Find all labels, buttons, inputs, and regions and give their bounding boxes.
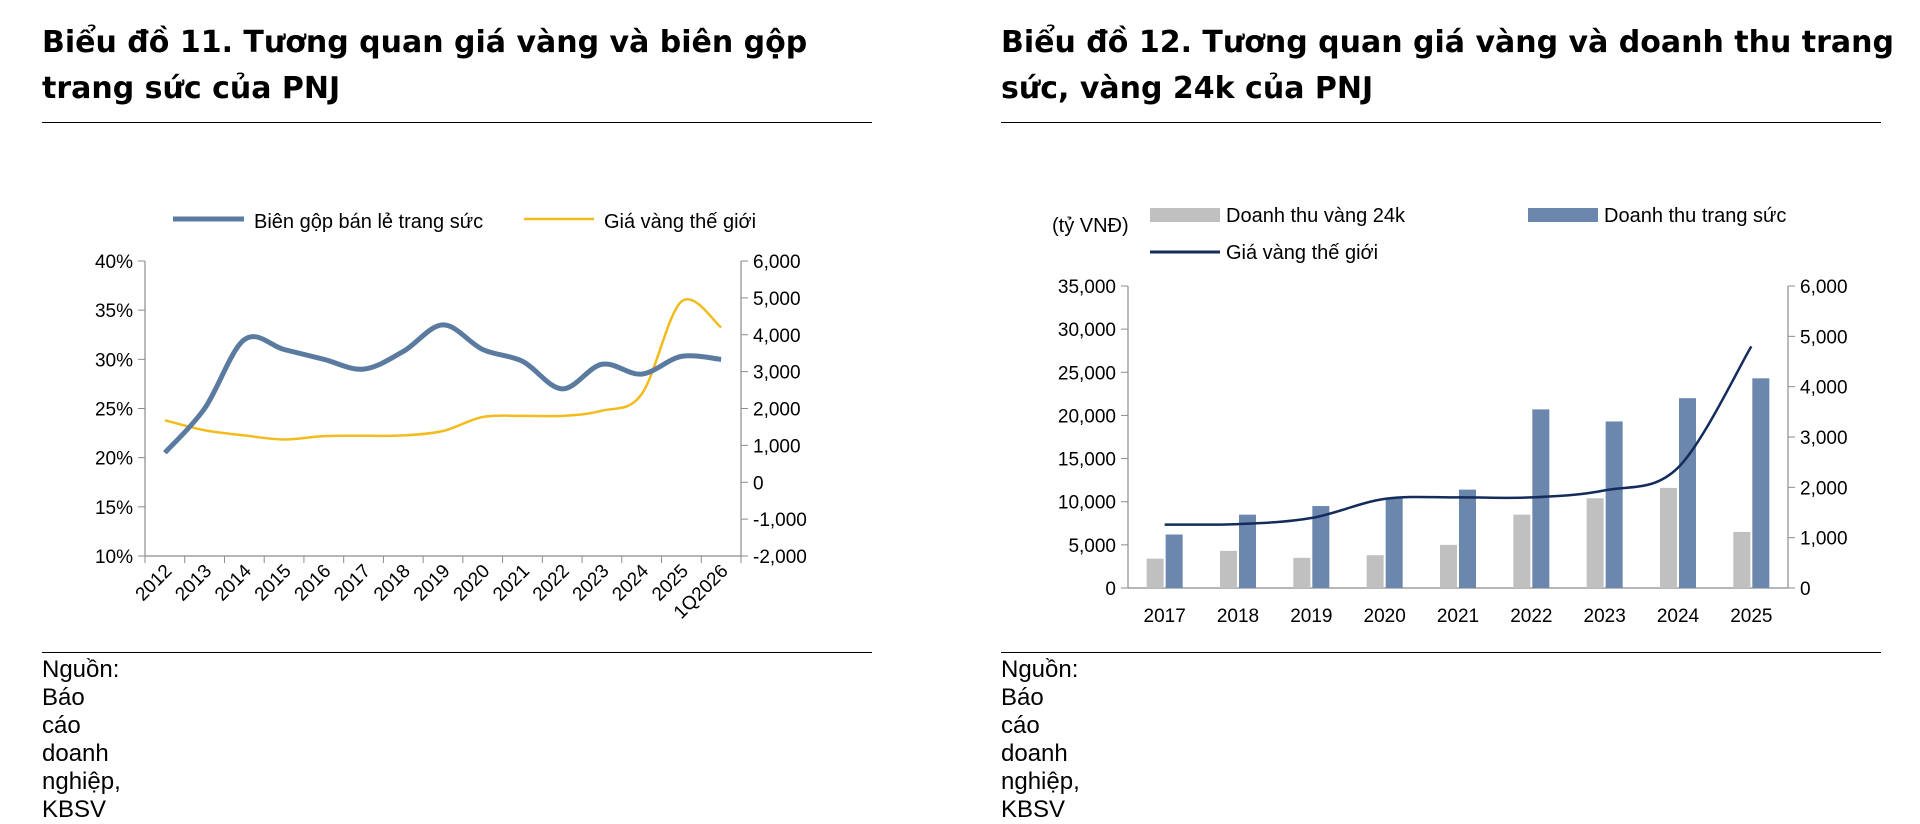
left-tick-label: 15,000 [1058, 450, 1116, 471]
legend-swatch-jewelry [1528, 208, 1598, 222]
right-tick-label: 1,000 [1800, 529, 1848, 550]
left-tick-label: 20% [95, 449, 133, 470]
source-note: Nguồn: Báo cáo doanh nghiệp, KBSV [1001, 656, 1080, 824]
x-tick-label: 2014 [211, 560, 256, 605]
plot-area [1147, 346, 1770, 588]
right-tick-label: 4,000 [1800, 378, 1848, 399]
x-tick-label: 2023 [569, 561, 614, 606]
right-tick-label: 5,000 [753, 289, 801, 310]
x-tick-label: 2023 [1584, 606, 1626, 627]
left-tick-label: 35,000 [1058, 277, 1116, 298]
x-tick-label: 2024 [1657, 606, 1700, 627]
left-tick-label: 25% [95, 400, 133, 421]
x-tick-label: 2020 [1364, 606, 1406, 627]
left-tick-label: 35% [95, 301, 133, 322]
right-tick-label: 4,000 [753, 326, 801, 347]
series-line-gross-margin [165, 325, 721, 453]
right-tick-label: 3,000 [753, 363, 801, 384]
bar-jewelry-revenue [1606, 421, 1623, 588]
bar-gold24k-revenue [1293, 558, 1310, 588]
right-tick-label: -1,000 [753, 510, 807, 531]
x-tick-label: 2022 [1510, 606, 1552, 627]
left-tick-label: 10% [95, 547, 133, 568]
bar-gold24k-revenue [1660, 488, 1677, 588]
x-tick-label: 2016 [291, 561, 336, 606]
left-tick-label: 5,000 [1068, 536, 1116, 557]
bar-gold24k-revenue [1513, 515, 1530, 588]
bar-jewelry-revenue [1532, 409, 1549, 588]
bar-gold24k-revenue [1147, 559, 1164, 588]
right-tick-label: 6,000 [1800, 277, 1848, 298]
plot-area [165, 299, 721, 452]
source-rule [42, 652, 872, 653]
right-tick-label: 5,000 [1800, 327, 1848, 348]
left-tick-label: 25,000 [1058, 363, 1116, 384]
right-tick-label: 0 [753, 473, 764, 494]
left-tick-label: 40% [95, 252, 133, 273]
legend: Biên gộp bán lẻ trang sức Giá vàng thế g… [173, 211, 756, 233]
x-tick-label: 2022 [529, 561, 574, 606]
right-tick-label: -2,000 [753, 547, 807, 568]
legend-label-gold: Giá vàng thế giới [1226, 242, 1378, 264]
legend-label-gold: Giá vàng thế giới [604, 211, 756, 233]
x-tick-label: 2021 [489, 561, 534, 606]
x-tick-label: 2018 [370, 561, 415, 606]
bar-jewelry-revenue [1239, 515, 1256, 588]
x-tick-label: 2015 [251, 561, 296, 606]
axes: 40% 35% 30% 25% 20% 15% 10% 6,000 5,000 4,000 3,00… [95, 252, 807, 623]
x-tick-label: 2019 [1290, 606, 1332, 627]
left-tick-label: 20,000 [1058, 406, 1116, 427]
left-tick-label: 30% [95, 350, 133, 371]
x-tick-label: 2020 [450, 561, 495, 606]
x-tick-label: 2012 [132, 561, 177, 606]
bar-gold24k-revenue [1733, 532, 1750, 588]
legend-label-24k: Doanh thu vàng 24k [1226, 205, 1406, 227]
x-tick-label: 2019 [410, 561, 455, 606]
legend: (tỷ VNĐ) Doanh thu vàng 24k Doanh thu tr… [1052, 205, 1786, 264]
series-line-gold-price [165, 299, 721, 439]
bar-gold24k-revenue [1440, 545, 1457, 588]
bar-jewelry-revenue [1166, 535, 1183, 588]
source-note: Nguồn: Báo cáo doanh nghiệp, KBSV [42, 656, 121, 824]
chart-12: (tỷ VNĐ) Doanh thu vàng 24k Doanh thu tr… [960, 0, 1920, 640]
legend-label-margin: Biên gộp bán lẻ trang sức [254, 211, 483, 233]
bar-jewelry-revenue [1386, 498, 1403, 588]
bar-jewelry-revenue [1679, 398, 1696, 588]
legend-swatch-24k [1150, 208, 1220, 222]
x-tick-label: 2025 [1730, 606, 1772, 627]
right-tick-label: 2,000 [753, 400, 801, 421]
right-tick-label: 0 [1800, 579, 1811, 600]
x-tick-label: 2017 [330, 561, 375, 606]
left-tick-label: 15% [95, 498, 133, 519]
bar-gold24k-revenue [1587, 498, 1604, 588]
left-tick-label: 10,000 [1058, 493, 1116, 514]
bar-gold24k-revenue [1220, 551, 1237, 588]
right-tick-label: 3,000 [1800, 428, 1848, 449]
source-rule [1001, 652, 1881, 653]
right-tick-label: 1,000 [753, 436, 801, 457]
x-tick-label: 2017 [1144, 606, 1186, 627]
x-tick-label: 2024 [608, 560, 653, 605]
bar-jewelry-revenue [1752, 378, 1769, 588]
bar-jewelry-revenue [1459, 490, 1476, 588]
unit-label: (tỷ VNĐ) [1052, 215, 1129, 237]
bar-gold24k-revenue [1367, 555, 1384, 588]
legend-label-jewelry: Doanh thu trang sức [1604, 205, 1786, 227]
x-tick-label: 2018 [1217, 606, 1259, 627]
right-tick-label: 6,000 [753, 252, 801, 273]
left-tick-label: 0 [1105, 579, 1116, 600]
right-tick-label: 2,000 [1800, 478, 1848, 499]
chart-11: Biên gộp bán lẻ trang sức Giá vàng thế g… [0, 0, 960, 640]
left-tick-label: 30,000 [1058, 320, 1116, 341]
x-tick-label: 2013 [171, 561, 216, 606]
x-tick-label: 2021 [1437, 606, 1479, 627]
